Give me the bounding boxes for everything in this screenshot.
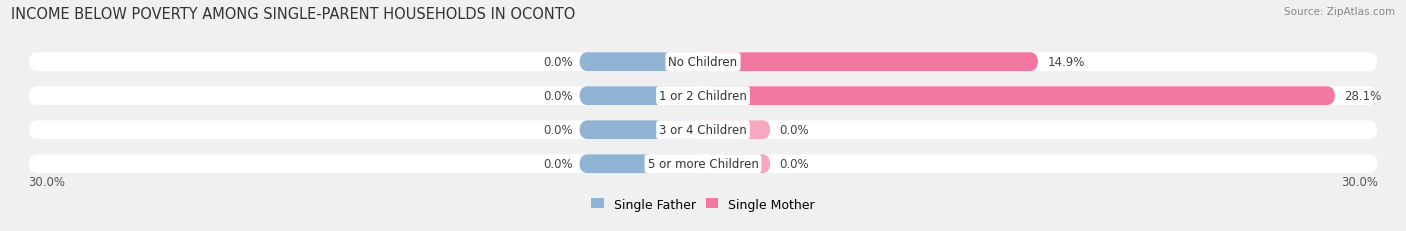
Text: Source: ZipAtlas.com: Source: ZipAtlas.com bbox=[1284, 7, 1395, 17]
Text: INCOME BELOW POVERTY AMONG SINGLE-PARENT HOUSEHOLDS IN OCONTO: INCOME BELOW POVERTY AMONG SINGLE-PARENT… bbox=[11, 7, 575, 22]
Text: 0.0%: 0.0% bbox=[543, 158, 572, 170]
FancyBboxPatch shape bbox=[579, 87, 703, 106]
FancyBboxPatch shape bbox=[579, 155, 703, 173]
FancyBboxPatch shape bbox=[703, 53, 1038, 72]
Text: 1 or 2 Children: 1 or 2 Children bbox=[659, 90, 747, 103]
FancyBboxPatch shape bbox=[579, 53, 703, 72]
FancyBboxPatch shape bbox=[703, 121, 770, 140]
Text: 0.0%: 0.0% bbox=[543, 124, 572, 137]
FancyBboxPatch shape bbox=[28, 53, 1378, 72]
Text: No Children: No Children bbox=[668, 56, 738, 69]
Legend: Single Father, Single Mother: Single Father, Single Mother bbox=[591, 198, 815, 211]
FancyBboxPatch shape bbox=[28, 87, 1378, 106]
FancyBboxPatch shape bbox=[703, 155, 770, 173]
FancyBboxPatch shape bbox=[28, 155, 1378, 173]
FancyBboxPatch shape bbox=[703, 87, 1336, 106]
Text: 28.1%: 28.1% bbox=[1344, 90, 1381, 103]
Text: 30.0%: 30.0% bbox=[1341, 176, 1378, 188]
FancyBboxPatch shape bbox=[28, 121, 1378, 140]
Text: 3 or 4 Children: 3 or 4 Children bbox=[659, 124, 747, 137]
Text: 0.0%: 0.0% bbox=[779, 124, 808, 137]
Text: 0.0%: 0.0% bbox=[779, 158, 808, 170]
Text: 0.0%: 0.0% bbox=[543, 56, 572, 69]
Text: 0.0%: 0.0% bbox=[543, 90, 572, 103]
Text: 14.9%: 14.9% bbox=[1047, 56, 1084, 69]
FancyBboxPatch shape bbox=[579, 121, 703, 140]
Text: 5 or more Children: 5 or more Children bbox=[648, 158, 758, 170]
Text: 30.0%: 30.0% bbox=[28, 176, 65, 188]
